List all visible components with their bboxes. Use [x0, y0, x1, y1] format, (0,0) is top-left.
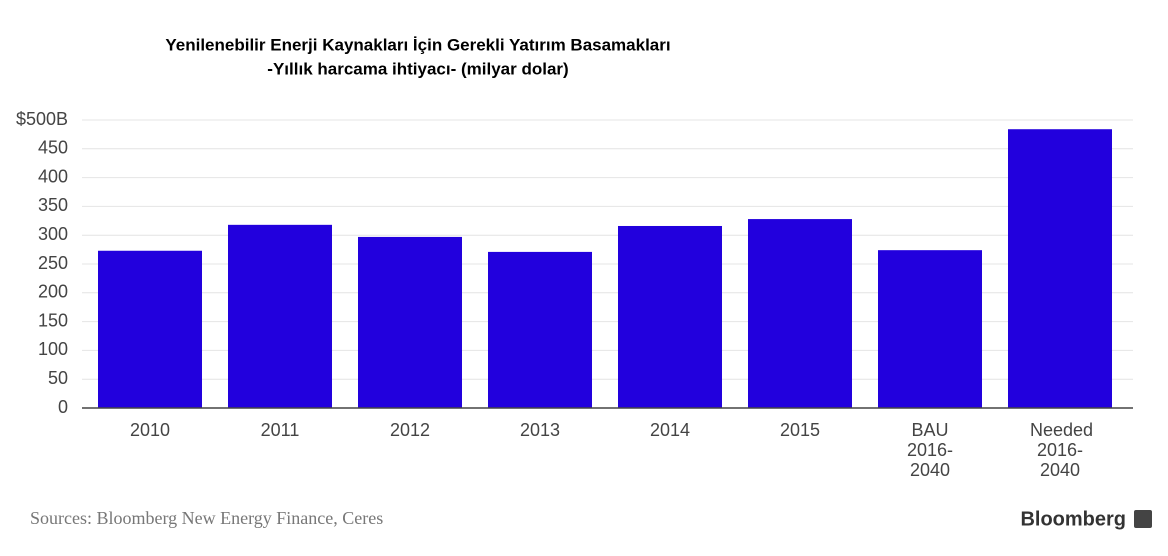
y-tick-label: 150 — [38, 310, 68, 330]
chart-title: Yenilenebilir Enerji Kaynakları İçin Ger… — [165, 35, 670, 54]
x-tick-label: BAU 2016-2040 — [906, 420, 954, 480]
bar — [878, 250, 982, 408]
y-tick-label: 350 — [38, 195, 68, 215]
brand: Bloomberg — [1020, 508, 1126, 530]
bar — [98, 250, 202, 408]
y-tick-label: $500B — [16, 109, 68, 129]
y-tick-label: 100 — [38, 339, 68, 359]
source: Sources: Bloomberg New Energy Finance, C… — [30, 508, 383, 528]
y-tick-label: 50 — [48, 368, 68, 388]
x-tick-label: 2014 — [649, 420, 691, 440]
bar — [618, 225, 722, 408]
x-tick-label: 2010 — [129, 420, 171, 440]
y-tick-label: 0 — [58, 397, 68, 417]
y-tick-label: 250 — [38, 253, 68, 273]
bar — [748, 219, 852, 408]
y-tick-label: 400 — [38, 166, 68, 186]
y-tick-label: 450 — [38, 138, 68, 158]
x-tick-label: 2012 — [389, 420, 431, 440]
bar — [1008, 129, 1112, 408]
y-tick-label: 200 — [38, 282, 68, 302]
bar — [358, 236, 462, 408]
y-tick-label: 300 — [38, 224, 68, 244]
x-tick-label: Needed 2016-2040 — [1030, 420, 1094, 480]
bar — [488, 251, 592, 408]
chart-subtitle: -Yıllık harcama ihtiyacı- (milyar dolar) — [267, 59, 568, 78]
x-tick-label: 2013 — [519, 420, 561, 440]
x-tick-label: 2011 — [260, 420, 300, 440]
bar — [228, 224, 332, 408]
brand-icon — [1134, 510, 1152, 528]
x-tick-label: 2015 — [779, 420, 821, 440]
